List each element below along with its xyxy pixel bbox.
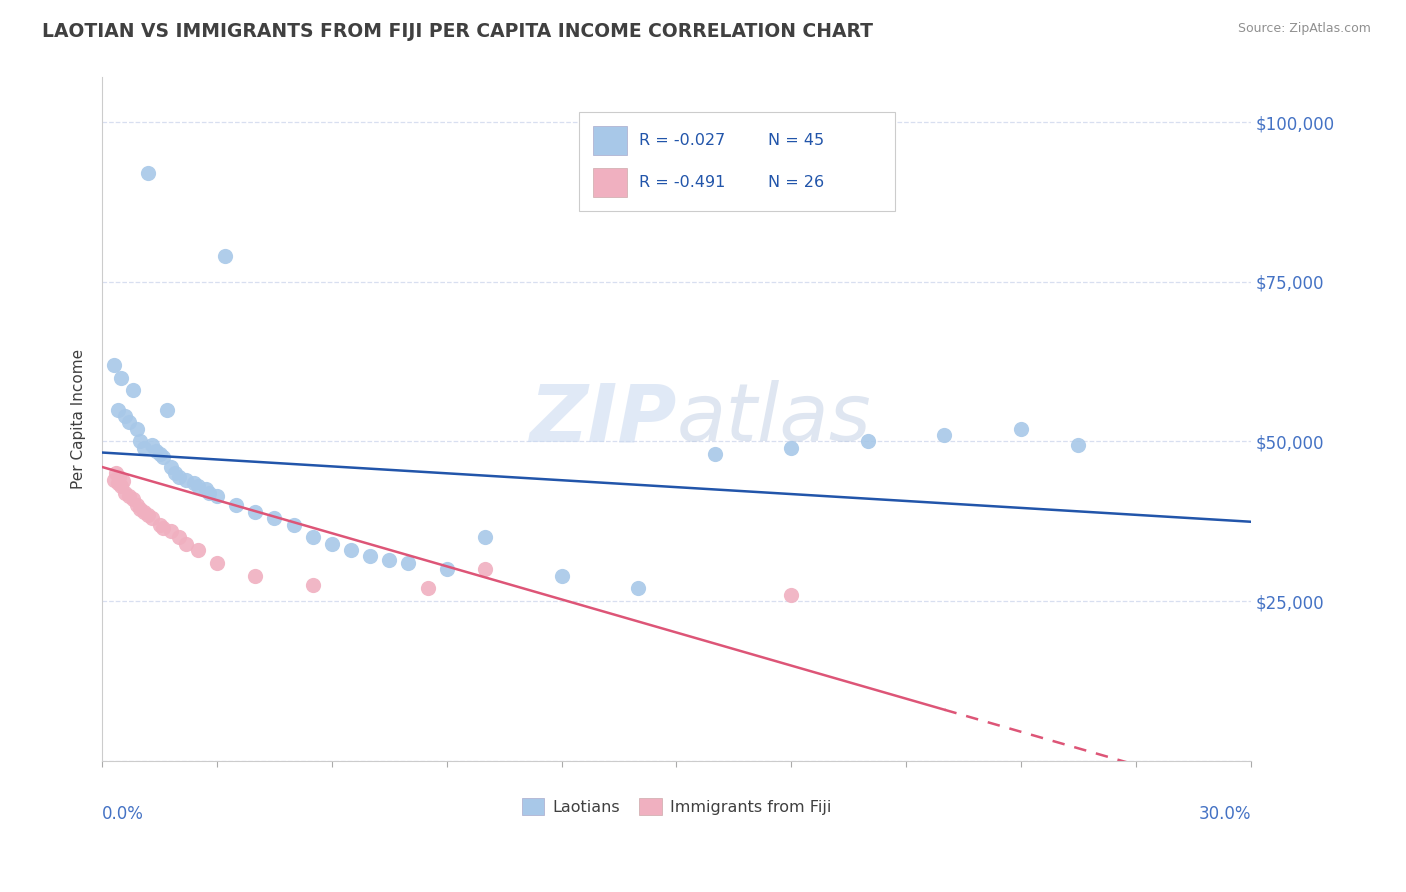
Point: [183, 475, 205, 490]
Point: [474, 530, 496, 544]
Point: [152, 521, 174, 535]
Point: [245, 568, 267, 582]
Point: [1010, 422, 1032, 436]
Point: [156, 402, 179, 417]
Point: [436, 562, 458, 576]
Text: 30.0%: 30.0%: [1198, 805, 1251, 823]
Point: [134, 441, 156, 455]
Point: [1067, 438, 1090, 452]
Point: [301, 530, 323, 544]
Point: [416, 582, 439, 596]
Point: [627, 582, 650, 596]
Point: [359, 549, 381, 564]
Point: [107, 475, 129, 490]
Text: N = 26: N = 26: [768, 175, 824, 190]
Point: [550, 568, 572, 582]
Point: [934, 428, 956, 442]
Y-axis label: Per Capita Income: Per Capita Income: [72, 349, 86, 489]
Bar: [593, 126, 627, 154]
Point: [152, 450, 174, 465]
Point: [167, 469, 190, 483]
Text: Source: ZipAtlas.com: Source: ZipAtlas.com: [1237, 22, 1371, 36]
Point: [121, 384, 143, 398]
Point: [160, 460, 183, 475]
Point: [187, 479, 209, 493]
Point: [114, 485, 136, 500]
Text: 0.0%: 0.0%: [103, 805, 143, 823]
Point: [118, 489, 141, 503]
Point: [112, 474, 135, 488]
Point: [160, 524, 183, 538]
Point: [263, 511, 285, 525]
Point: [103, 473, 125, 487]
Point: [474, 562, 496, 576]
Point: [283, 517, 305, 532]
Point: [780, 588, 803, 602]
Point: [114, 409, 136, 423]
Text: atlas: atlas: [676, 380, 872, 458]
Point: [125, 422, 148, 436]
Point: [136, 166, 159, 180]
Point: [780, 441, 803, 455]
Point: [225, 499, 247, 513]
Point: [129, 501, 152, 516]
Point: [121, 491, 143, 506]
Point: [125, 499, 148, 513]
Point: [149, 517, 172, 532]
Point: [214, 249, 236, 263]
Point: [378, 552, 401, 566]
Point: [107, 402, 129, 417]
Text: R = -0.491: R = -0.491: [638, 175, 725, 190]
Point: [398, 556, 420, 570]
Point: [321, 537, 343, 551]
Legend: Laotians, Immigrants from Fiji: Laotians, Immigrants from Fiji: [516, 792, 838, 822]
Point: [145, 444, 167, 458]
Point: [118, 415, 141, 429]
Point: [176, 473, 198, 487]
Bar: [593, 169, 627, 197]
Point: [134, 505, 156, 519]
Point: [205, 556, 228, 570]
Point: [104, 467, 127, 481]
Point: [205, 489, 228, 503]
Point: [163, 467, 186, 481]
Point: [110, 479, 132, 493]
Text: R = -0.027: R = -0.027: [638, 133, 725, 148]
Text: N = 45: N = 45: [768, 133, 824, 148]
Point: [167, 530, 190, 544]
Point: [194, 483, 217, 497]
Point: [301, 578, 323, 592]
Text: ZIP: ZIP: [529, 380, 676, 458]
Point: [187, 543, 209, 558]
FancyBboxPatch shape: [579, 112, 894, 211]
Point: [108, 469, 131, 483]
Point: [136, 508, 159, 522]
Point: [141, 438, 163, 452]
Point: [340, 543, 363, 558]
Point: [245, 505, 267, 519]
Point: [110, 370, 132, 384]
Point: [198, 485, 221, 500]
Point: [176, 537, 198, 551]
Text: LAOTIAN VS IMMIGRANTS FROM FIJI PER CAPITA INCOME CORRELATION CHART: LAOTIAN VS IMMIGRANTS FROM FIJI PER CAPI…: [42, 22, 873, 41]
Point: [129, 434, 152, 449]
Point: [103, 358, 125, 372]
Point: [141, 511, 163, 525]
Point: [703, 447, 725, 461]
Point: [149, 447, 172, 461]
Point: [856, 434, 879, 449]
